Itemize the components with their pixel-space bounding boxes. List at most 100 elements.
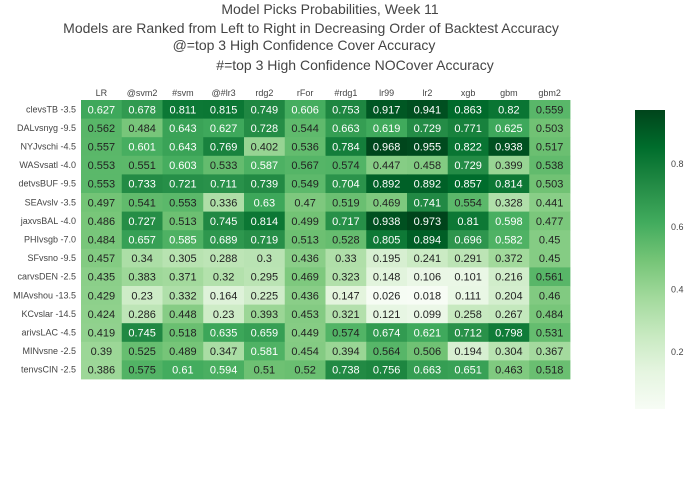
heatmap-cell [121,360,163,380]
cell-value: 0.574 [332,160,360,172]
heatmap-cell [244,267,286,287]
heatmap-cell [488,286,530,305]
cell-value: 0.973 [414,216,442,228]
heatmap-cell [447,118,489,138]
cell-value: 0.678 [128,104,156,116]
heatmap-cell [447,100,489,119]
heatmap-cell [325,137,367,157]
cell-value: 0.753 [332,104,360,116]
cell-value: 0.745 [128,328,156,340]
cell-value: 0.749 [251,104,279,116]
row-label: carvsDEN -2.5 [17,272,76,282]
cell-value: 0.525 [128,346,156,358]
title-line-1: Model Picks Probabilities, Week 11 [221,1,439,17]
heatmap-cell [284,304,326,324]
cell-value: 0.489 [169,346,197,358]
colorbar: 0.2 0.4 0.6 0.8 [635,110,684,409]
heatmap-cell [407,323,449,343]
cell-value: 0.506 [414,346,442,358]
cell-value: 0.557 [88,142,116,154]
heatmap-cell [81,248,123,268]
heatmap-cell [203,341,245,361]
heatmap-cell [203,360,245,380]
heatmap-cell [488,211,530,231]
heatmap-cell [203,230,245,250]
cell-value: 0.371 [169,272,197,284]
row-label: DALvsnyg -9.5 [17,123,76,133]
column-label: gbm [500,88,518,98]
cell-value: 0.372 [495,253,523,265]
cell-value: 0.541 [128,197,156,209]
heatmap-cell [407,341,449,361]
cell-value: 0.486 [88,216,116,228]
heatmap-cell [162,193,204,212]
cell-value: 0.729 [414,123,442,135]
row-label: WASvsatl -4.0 [19,160,76,170]
cell-value: 0.121 [373,309,401,321]
cell-value: 0.457 [88,253,116,265]
heatmap-cell [366,137,408,157]
cell-value: 0.551 [128,160,156,172]
heatmap-cell [121,100,163,119]
cell-value: 0.435 [88,272,116,284]
row-label: KCvslar -14.5 [21,309,76,319]
row-label: tenvsCIN -2.5 [21,365,76,375]
heatmap-cell [284,267,326,287]
heatmap-cell [366,174,408,194]
heatmap-cell [407,193,449,212]
cell-value: 0.393 [251,309,279,321]
cell-value: 0.603 [169,160,197,172]
cell-value: 0.585 [169,235,197,247]
cell-value: 0.106 [414,272,442,284]
row-label: SEAvslv -3.5 [25,197,76,207]
heatmap-cell [284,286,326,305]
cell-value: 0.258 [454,309,482,321]
heatmap-cell [81,230,123,250]
cell-value: 0.164 [210,290,238,302]
cell-value: 0.518 [169,328,197,340]
cell-value: 0.717 [332,216,360,228]
cell-value: 0.424 [88,309,116,321]
cell-value: 0.518 [536,365,564,377]
cell-value: 0.727 [128,216,156,228]
heatmap-cell [121,248,163,268]
cell-value: 0.811 [170,104,197,116]
heatmap-cell [284,155,326,175]
heatmap-cell [81,137,123,157]
cell-value: 0.554 [454,197,482,209]
heatmap-cell [407,155,449,175]
cell-value: 0.323 [332,272,360,284]
cell-value: 0.46 [539,290,560,302]
heatmap-cell [244,174,286,194]
cell-value: 0.34 [131,253,152,265]
heatmap-cell [407,100,449,119]
heatmap-cell [121,341,163,361]
cell-value: 0.575 [128,365,156,377]
cell-value: 0.449 [291,328,319,340]
heatmap-cell [529,193,571,212]
cell-value: 0.23 [213,309,234,321]
colorbar-tick-label: 0.4 [671,284,684,294]
heatmap-cell [284,323,326,343]
cell-value: 0.018 [414,290,442,302]
column-label: #svm [172,88,194,98]
cell-value: 0.741 [414,197,442,209]
heatmap-cell [366,267,408,287]
cell-value: 0.938 [495,142,523,154]
heatmap-cell [488,193,530,212]
heatmap-cell [447,211,489,231]
heatmap-cell [366,360,408,380]
heatmap-cell [447,248,489,268]
heatmap-cell [325,211,367,231]
column-label: #rdg1 [334,88,357,98]
cell-value: 0.564 [373,346,401,358]
heatmap-cell [81,155,123,175]
cell-value: 0.503 [536,179,564,191]
cell-value: 0.519 [332,197,360,209]
heatmap-cell [121,267,163,287]
heatmap-cell [325,155,367,175]
heatmap-cell [325,193,367,212]
heatmap-cell [162,323,204,343]
heatmap-cell [529,360,571,380]
